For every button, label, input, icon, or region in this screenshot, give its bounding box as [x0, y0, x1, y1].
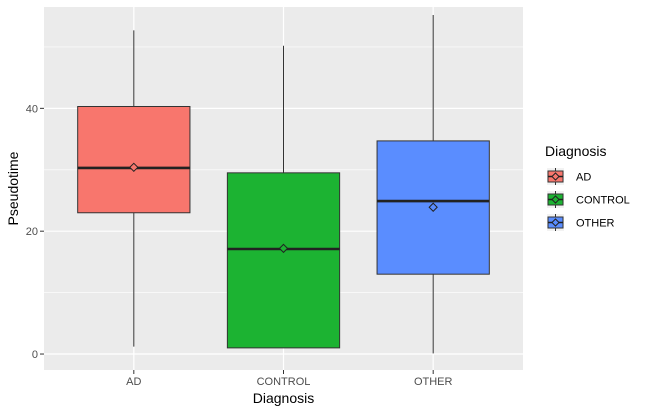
legend-entry-control: CONTROL	[547, 191, 630, 208]
y-axis-title: Pseudotime	[5, 151, 21, 225]
y-axis: 0 20 40	[26, 103, 44, 361]
x-tick-label: CONTROL	[257, 376, 311, 388]
legend-label: AD	[576, 172, 591, 184]
x-axis: AD CONTROL OTHER	[126, 370, 452, 388]
legend-key-mean	[551, 172, 560, 181]
box-body	[226, 172, 341, 349]
legend-key-mean	[551, 218, 560, 227]
y-tick-label: 0	[32, 349, 38, 361]
box-body	[77, 106, 191, 214]
mean-marker	[129, 162, 139, 173]
legend-label: CONTROL	[576, 195, 630, 207]
y-tick-label: 20	[26, 226, 38, 238]
legend-title: Diagnosis	[545, 143, 606, 159]
x-axis-title: Diagnosis	[253, 390, 314, 406]
boxes	[77, 14, 490, 354]
legend-entry-other: OTHER	[547, 214, 615, 231]
box-other	[376, 14, 490, 354]
mean-marker	[278, 243, 289, 254]
box-ad	[77, 30, 191, 347]
x-tick-label: AD	[126, 376, 141, 388]
legend: Diagnosis AD CONTROL OTHER	[545, 143, 630, 231]
legend-entry-ad: AD	[547, 168, 591, 185]
legend-key-mean	[551, 195, 560, 204]
y-tick-label: 40	[26, 103, 38, 115]
mean-marker	[428, 202, 438, 212]
legend-label: OTHER	[576, 218, 615, 230]
x-tick-label: OTHER	[414, 376, 453, 388]
box-control	[226, 45, 341, 349]
